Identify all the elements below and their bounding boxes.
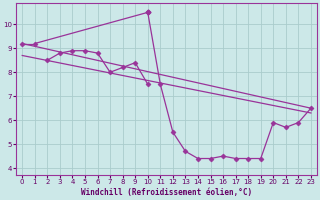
X-axis label: Windchill (Refroidissement éolien,°C): Windchill (Refroidissement éolien,°C): [81, 188, 252, 197]
